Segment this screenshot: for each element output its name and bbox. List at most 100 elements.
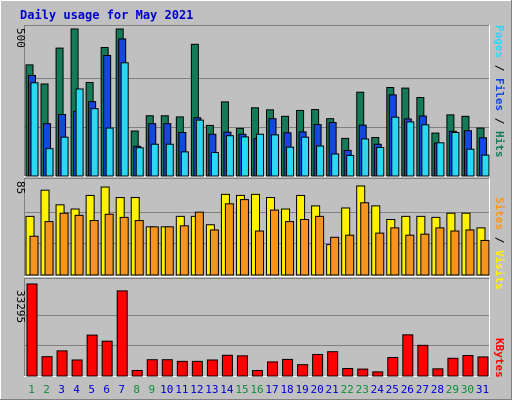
bar-pages-day-26	[406, 121, 415, 177]
bar-pages-day-11	[180, 151, 189, 177]
bar-kbytes-day-22	[342, 368, 354, 377]
x-tick-label-day-21: 21	[326, 383, 339, 396]
bar-sites-day-13	[209, 229, 219, 276]
bar-sites-day-10	[164, 226, 174, 276]
bar-kbytes-day-15	[236, 355, 248, 377]
bar-sites-day-25	[390, 227, 400, 276]
x-tick-label-day-13: 13	[205, 383, 218, 396]
bar-sites-day-6	[104, 213, 114, 276]
bar-kbytes-day-2	[41, 356, 53, 377]
bar-pages-day-12	[195, 119, 204, 177]
bar-kbytes-day-21	[327, 351, 339, 377]
bar-kbytes-day-31	[477, 356, 489, 377]
x-tick-label-day-2: 2	[43, 383, 50, 396]
bar-kbytes-day-25	[387, 356, 399, 377]
bar-kbytes-day-26	[402, 334, 414, 377]
bar-sites-day-29	[450, 230, 460, 276]
legend-sites-visits: Sites / Visits	[493, 197, 506, 290]
x-tick-label-day-3: 3	[58, 383, 65, 396]
bar-kbytes-day-19	[297, 364, 309, 377]
x-tick-label-day-29: 29	[446, 383, 459, 396]
x-tick-label-day-20: 20	[311, 383, 324, 396]
bar-sites-day-9	[149, 226, 159, 276]
bar-pages-day-25	[391, 116, 400, 177]
bar-pages-day-29	[451, 131, 460, 177]
bar-pages-day-13	[210, 151, 219, 177]
x-tick-label-day-27: 27	[416, 383, 429, 396]
x-tick-label-day-6: 6	[103, 383, 110, 396]
legend-sep-2: /	[493, 111, 506, 131]
bar-pages-day-20	[316, 145, 325, 177]
x-tick-label-day-15: 15	[235, 383, 248, 396]
legend-sep-3: /	[493, 230, 506, 250]
bar-pages-day-21	[331, 153, 340, 177]
x-tick-label-day-5: 5	[88, 383, 95, 396]
legend-hits: Hits	[493, 131, 506, 158]
bar-pages-day-31	[481, 154, 490, 177]
legend-kbytes: KBytes	[493, 338, 506, 378]
bar-kbytes-day-8	[131, 369, 143, 377]
bar-pages-day-22	[346, 154, 355, 177]
x-tick-label-day-17: 17	[265, 383, 278, 396]
x-tick-label-day-1: 1	[28, 383, 35, 396]
x-tick-label-day-31: 31	[476, 383, 489, 396]
panel-sites-visits	[24, 178, 490, 277]
bar-kbytes-day-6	[101, 340, 113, 377]
bar-sites-day-23	[360, 202, 370, 276]
bar-sites-day-27	[420, 233, 430, 276]
bar-kbytes-day-9	[146, 359, 158, 377]
bar-sites-day-22	[345, 234, 355, 276]
top-panel-max-label: 500	[14, 28, 27, 48]
bar-sites-day-26	[405, 234, 415, 276]
legend-pages: Pages	[493, 25, 506, 58]
bar-pages-day-18	[286, 146, 295, 177]
bot-panel-max-label: 33295	[14, 290, 27, 323]
bar-pages-day-2	[45, 148, 54, 177]
bar-sites-day-4	[74, 214, 84, 276]
bar-pages-day-24	[376, 146, 385, 177]
bar-kbytes-day-14	[221, 354, 233, 377]
x-tick-label-day-10: 10	[160, 383, 173, 396]
bar-pages-day-3	[60, 136, 69, 177]
bar-sites-day-19	[300, 219, 310, 276]
bar-pages-day-17	[271, 134, 280, 177]
bar-sites-day-14	[224, 203, 234, 276]
bar-kbytes-day-4	[71, 359, 83, 377]
bar-sites-day-11	[179, 225, 189, 276]
x-tick-label-day-11: 11	[175, 383, 188, 396]
bar-pages-day-28	[436, 142, 445, 177]
legend-sep-1: /	[493, 58, 506, 78]
x-axis-day-labels: 1 2 3 4 5 6 7 8 9 10 11 12 13 14 15 16 17 18 19 20 21 22 23 24 2…	[28, 383, 489, 396]
x-tick-label-day-14: 14	[220, 383, 234, 396]
x-tick-label-day-24: 24	[371, 383, 385, 396]
panel-pages-files-hits	[24, 25, 490, 177]
bar-pages-day-8	[135, 147, 144, 177]
bar-pages-day-19	[301, 136, 310, 177]
bar-sites-day-12	[194, 211, 204, 276]
bar-pages-day-15	[240, 136, 249, 177]
bar-kbytes-day-20	[312, 353, 324, 377]
bar-pages-day-16	[255, 133, 264, 177]
x-tick-label-day-9: 9	[148, 383, 155, 396]
bar-pages-day-27	[421, 124, 430, 177]
bar-kbytes-day-10	[161, 359, 173, 377]
x-tick-label-day-26: 26	[401, 383, 414, 396]
bar-kbytes-day-30	[462, 355, 474, 377]
bar-sites-day-20	[315, 215, 325, 276]
bar-kbytes-day-12	[191, 360, 203, 377]
legend-visits: Visits	[493, 250, 506, 290]
bar-kbytes-day-5	[86, 334, 98, 377]
bar-pages-day-4	[75, 88, 84, 177]
bar-kbytes-day-7	[116, 290, 128, 377]
legend-sites: Sites	[493, 197, 506, 230]
bar-sites-day-1	[29, 235, 39, 276]
x-tick-label-day-28: 28	[431, 383, 444, 396]
bar-pages-day-10	[165, 143, 174, 177]
bar-pages-day-9	[150, 143, 159, 177]
bar-sites-day-3	[59, 212, 69, 276]
bar-kbytes-day-3	[56, 350, 68, 377]
x-tick-label-day-7: 7	[118, 383, 125, 396]
x-tick-label-day-22: 22	[341, 383, 354, 396]
bar-sites-day-21	[330, 236, 340, 276]
